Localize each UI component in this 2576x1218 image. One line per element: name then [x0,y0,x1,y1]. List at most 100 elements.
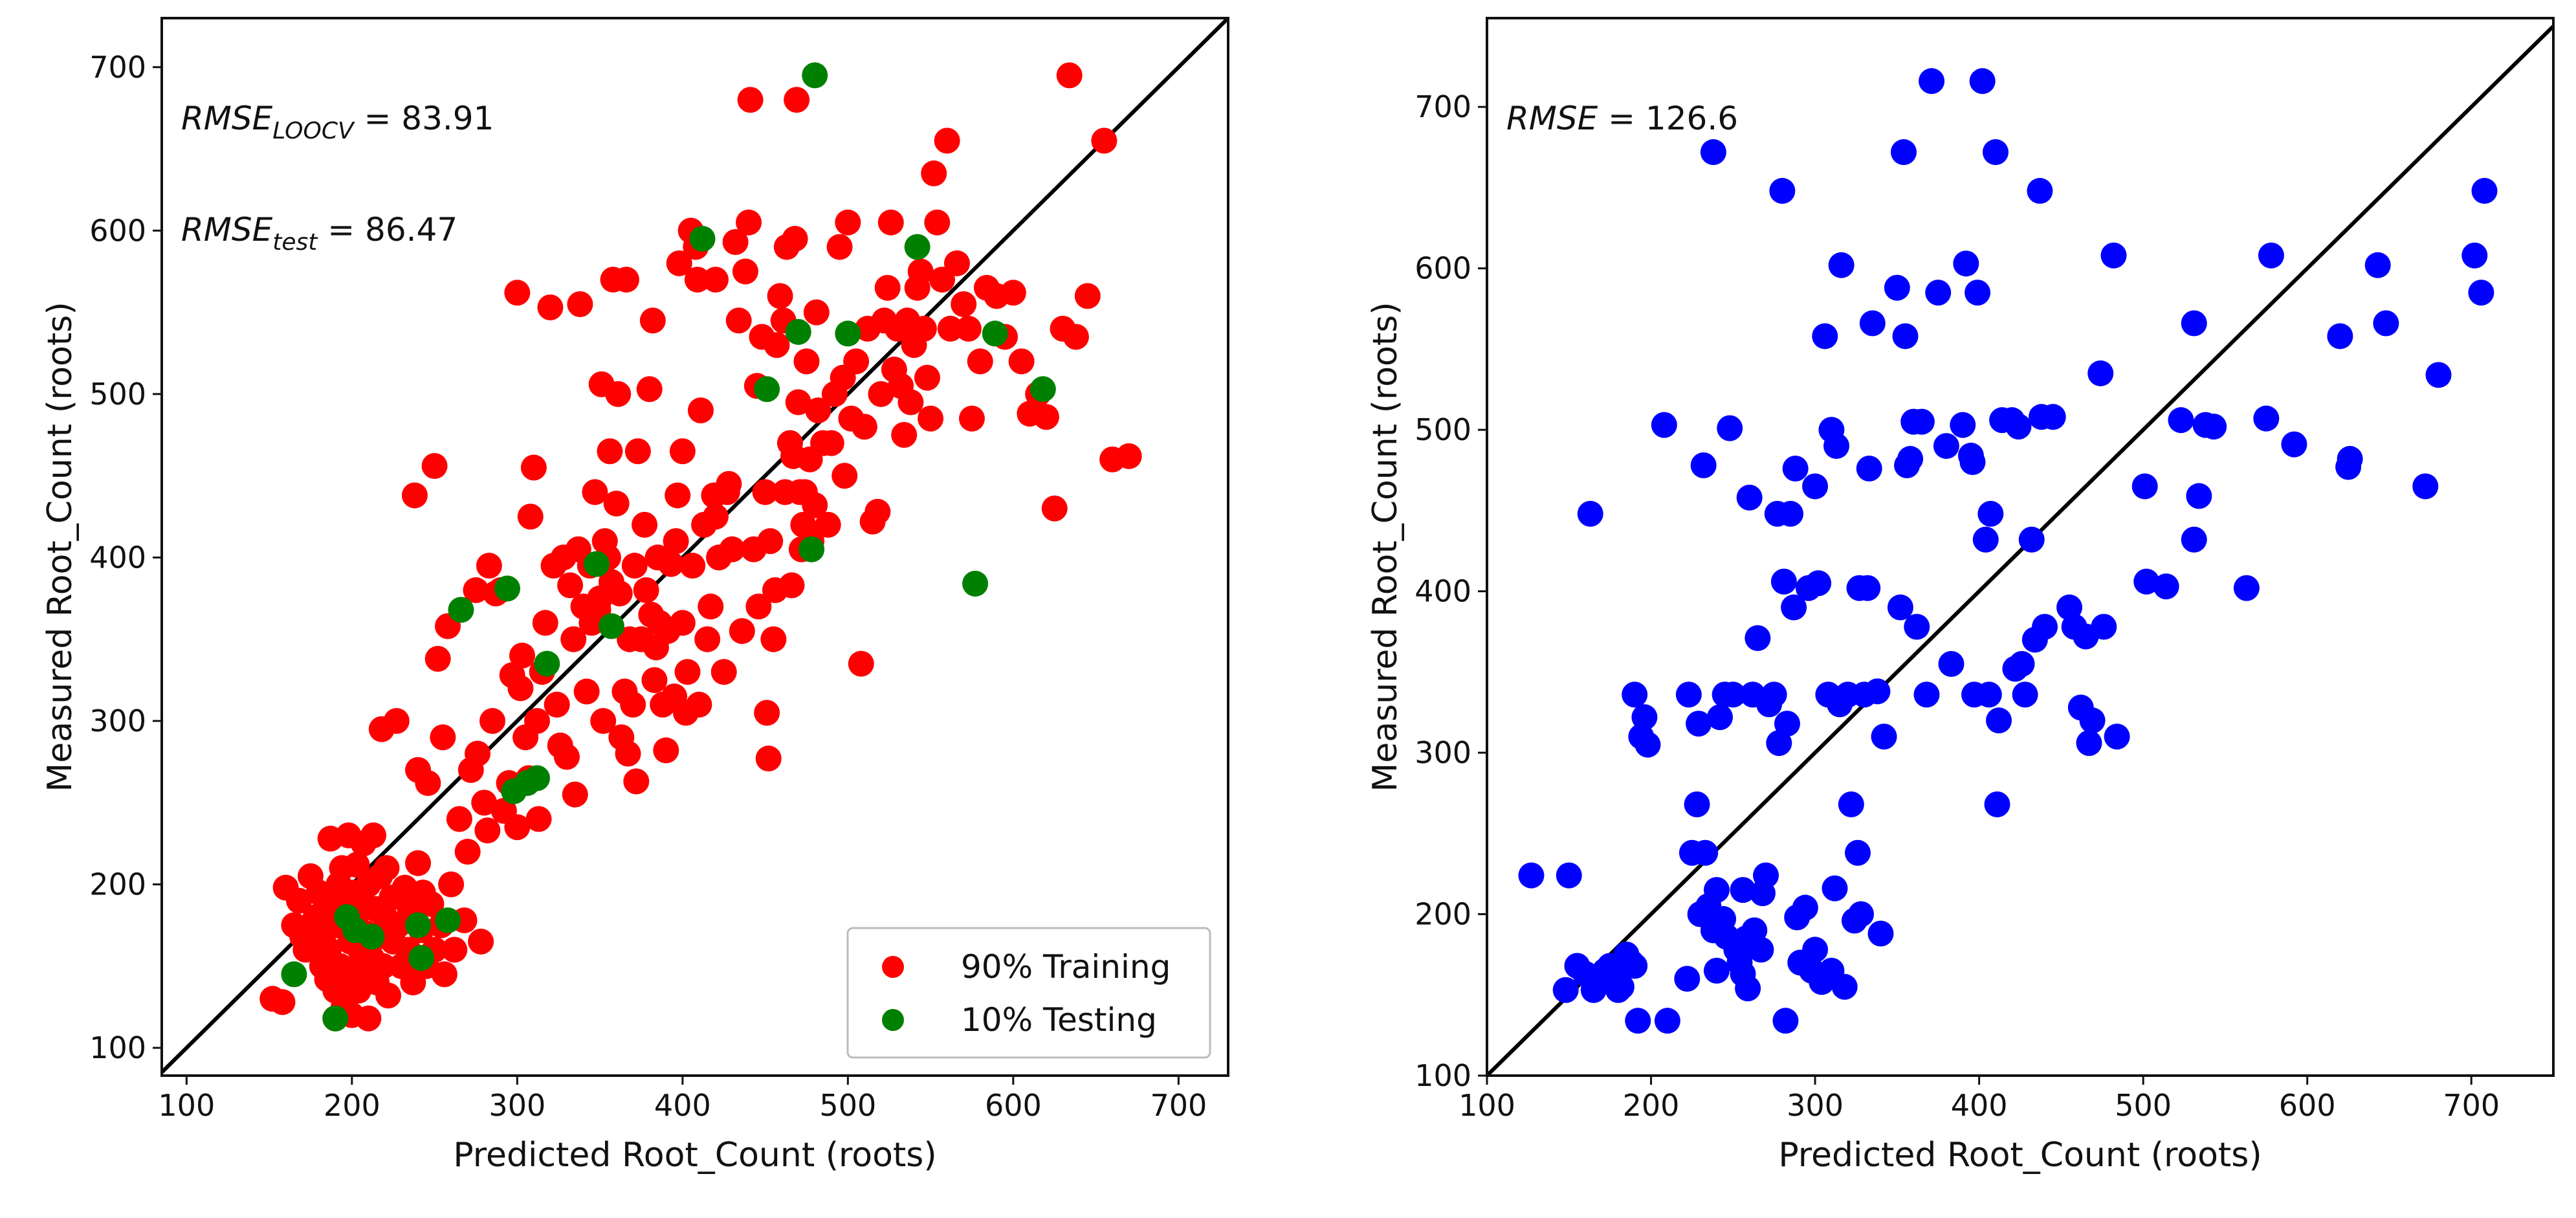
point-90-training [929,267,955,293]
point-validation [1717,415,1743,441]
point-90-training [606,580,633,606]
point-validation [1692,839,1719,866]
point-validation [1674,966,1701,992]
point-90-training [383,707,410,734]
point-90-training [760,626,787,652]
point-10-testing [754,376,780,403]
point-90-training [454,839,481,865]
point-validation [1933,433,1959,460]
point-90-training [784,87,810,113]
point-validation [2461,242,2488,269]
point-90-training [737,87,764,113]
point-validation [2032,614,2058,640]
point-validation [1982,139,2009,166]
y-axis-title: Measured Root_Count (roots) [1366,302,1405,792]
point-90-training [641,667,668,693]
point-90-training [958,405,985,432]
point-90-training [615,740,641,767]
point-90-training [476,553,502,579]
point-validation [2040,404,2066,430]
point-90-training [567,291,593,317]
point-90-training [1041,495,1068,522]
point-validation [1904,614,1930,640]
point-validation [1908,408,1935,435]
point-90-training [269,989,296,1015]
point-90-training [785,389,811,415]
point-10-testing [835,320,861,347]
point-90-training [826,234,853,260]
rmse-annotation: RMSE = 126.6 [1506,100,1738,137]
point-validation [1831,973,1858,1000]
x-axis-title: Predicted Root_Count (roots) [1778,1136,2262,1175]
point-10-testing [1029,376,1056,403]
x-tick-label: 300 [489,1088,545,1123]
point-90-training [582,479,608,505]
x-tick-label: 100 [1459,1088,1515,1123]
point-90-training [767,283,793,309]
point-90-training [415,770,441,796]
point-90-training [479,707,506,734]
point-90-training [937,315,963,342]
point-validation [1823,433,1850,460]
point-90-training [405,850,432,876]
point-validation [2253,405,2280,432]
point-90-training [1062,324,1089,350]
point-validation [2468,280,2494,306]
point-90-training [951,291,977,317]
point-90-training [1056,62,1083,89]
point-validation [2076,730,2102,757]
point-90-training [684,267,710,293]
point-validation [1812,323,1838,349]
point-validation [1977,500,2004,527]
point-90-training [851,414,877,440]
point-validation [1772,1008,1799,1034]
point-90-training [623,768,650,795]
point-90-training [373,855,400,881]
point-90-training [818,430,844,456]
legend: 90% Training 10% Testing [846,927,1211,1059]
point-validation [1781,594,1807,621]
x-tick-label: 500 [2115,1088,2172,1123]
point-90-training [532,610,558,636]
point-90-training [679,553,706,579]
point-90-training [666,250,692,276]
point-90-training [639,307,666,334]
point-validation [1774,711,1800,737]
point-90-training [782,225,808,252]
point-validation [1972,526,1999,553]
point-90-training [636,376,663,403]
point-90-training [732,258,758,285]
point-validation [1631,704,1658,731]
point-90-training [624,438,651,465]
point-90-training [286,887,313,914]
point-90-training [504,280,531,306]
point-validation [1984,791,2010,817]
point-90-training [613,267,639,293]
point-90-training [471,790,498,816]
point-validation [1766,730,1792,757]
point-validation [1675,681,1702,708]
point-validation [2104,724,2130,750]
point-90-training [344,852,370,878]
point-90-training [891,422,918,448]
point-validation [1871,724,1897,750]
point-validation [1919,68,1945,94]
point-validation [1518,862,1545,889]
point-90-training [755,746,782,772]
point-validation [1703,877,1730,903]
point-validation [1976,681,2002,708]
point-90-training [633,577,659,603]
point-validation [1859,310,1886,337]
point-validation [1736,484,1763,511]
point-90-training [438,871,465,898]
legend-marker-testing [882,1009,904,1031]
y-tick-label: 200 [89,867,146,902]
point-validation [1753,862,1779,889]
point-10-testing [358,924,385,950]
point-90-training [729,618,755,645]
point-validation [2233,575,2260,601]
point-90-training [736,209,762,236]
point-10-testing [408,945,435,971]
point-90-training [924,209,951,236]
point-90-training [573,678,600,705]
